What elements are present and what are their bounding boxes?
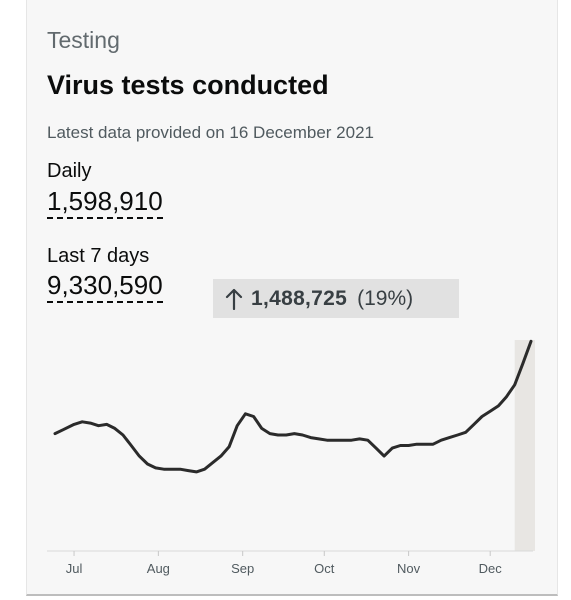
change-percent: (19%) (357, 286, 414, 310)
x-tick-label: Aug (147, 561, 170, 576)
last-updated-text: Latest data provided on 16 December 2021 (47, 123, 375, 142)
x-tick-label: Oct (314, 561, 335, 576)
metric-card: Testing Virus tests conducted Latest dat… (26, 0, 558, 596)
daily-value[interactable]: 1,598,910 (47, 186, 163, 219)
x-tick-label: Dec (479, 561, 503, 576)
x-tick-label: Jul (66, 561, 83, 576)
x-tick-label: Nov (397, 561, 421, 576)
change-badge: 1,488,725 (19%) (213, 279, 459, 318)
series-line (53, 339, 533, 474)
tests-line-chart[interactable]: Jul Aug Sep Oct Nov Dec (27, 330, 559, 580)
card-category: Testing (47, 27, 120, 53)
arrow-up-icon (225, 288, 243, 310)
last-7-days-value[interactable]: 9,330,590 (47, 270, 163, 303)
last-7-days-highlight (514, 340, 535, 551)
card-title[interactable]: Virus tests conducted (47, 70, 329, 100)
change-value: 1,488,725 (251, 286, 348, 310)
x-tick-label: Sep (231, 561, 254, 576)
last-7-days-label: Last 7 days (47, 245, 150, 267)
daily-label: Daily (47, 160, 92, 182)
